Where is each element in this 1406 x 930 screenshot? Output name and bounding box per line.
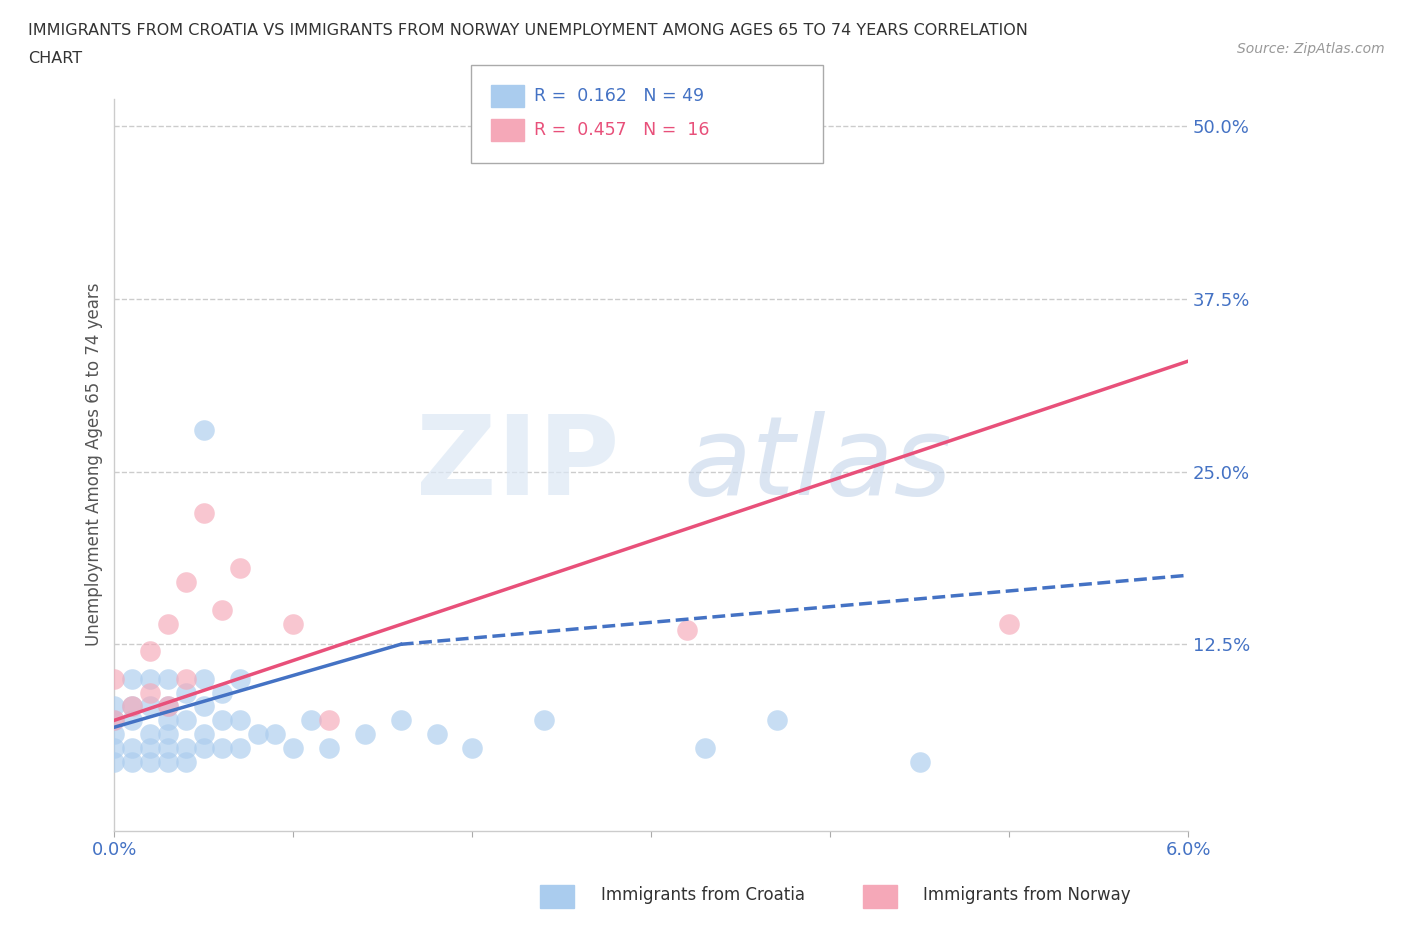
Text: Immigrants from Norway: Immigrants from Norway [922, 885, 1130, 904]
Point [103, 754, 125, 769]
Text: ZIP: ZIP [416, 411, 619, 518]
Point [121, 699, 143, 714]
Point [121, 754, 143, 769]
Point [246, 726, 269, 741]
Point [193, 726, 215, 741]
Text: Source: ZipAtlas.com: Source: ZipAtlas.com [1237, 42, 1385, 56]
Point [425, 726, 447, 741]
Point [461, 740, 484, 755]
Point [228, 671, 250, 686]
Point [121, 699, 143, 714]
Point [121, 740, 143, 755]
Text: Immigrants from Croatia: Immigrants from Croatia [600, 885, 806, 904]
Point [157, 726, 180, 741]
Point [174, 685, 197, 700]
Point [139, 671, 162, 686]
Point [139, 644, 162, 658]
Point [174, 740, 197, 755]
Point [103, 671, 125, 686]
Point [193, 671, 215, 686]
Point [765, 712, 787, 727]
Point [174, 671, 197, 686]
Y-axis label: Unemployment Among Ages 65 to 74 years: Unemployment Among Ages 65 to 74 years [86, 283, 103, 646]
Point [193, 699, 215, 714]
Point [533, 712, 555, 727]
Point [228, 712, 250, 727]
Point [139, 754, 162, 769]
Point [157, 617, 180, 631]
Point [264, 726, 287, 741]
Point [174, 754, 197, 769]
Point [228, 740, 250, 755]
Text: R =  0.457   N =  16: R = 0.457 N = 16 [534, 121, 710, 140]
Point [211, 603, 233, 618]
Point [157, 712, 180, 727]
Point [193, 740, 215, 755]
Point [211, 740, 233, 755]
Point [693, 740, 716, 755]
Point [157, 671, 180, 686]
Point [174, 575, 197, 590]
Point [139, 726, 162, 741]
Point [103, 712, 125, 727]
Point [211, 685, 233, 700]
Point [139, 699, 162, 714]
Point [139, 685, 162, 700]
Point [354, 726, 377, 741]
Point [283, 740, 305, 755]
Point [211, 712, 233, 727]
Point [157, 740, 180, 755]
Text: IMMIGRANTS FROM CROATIA VS IMMIGRANTS FROM NORWAY UNEMPLOYMENT AMONG AGES 65 TO : IMMIGRANTS FROM CROATIA VS IMMIGRANTS FR… [28, 23, 1028, 38]
Point [318, 740, 340, 755]
Point [228, 561, 250, 576]
Point [157, 754, 180, 769]
Text: CHART: CHART [28, 51, 82, 66]
Point [299, 712, 322, 727]
Point [193, 506, 215, 521]
Point [103, 726, 125, 741]
Point [121, 712, 143, 727]
Point [908, 754, 931, 769]
Text: atlas: atlas [683, 411, 952, 518]
Point [103, 740, 125, 755]
Point [193, 423, 215, 438]
Point [157, 699, 180, 714]
Point [998, 617, 1021, 631]
Point [157, 699, 180, 714]
Point [283, 617, 305, 631]
Point [103, 699, 125, 714]
Point [174, 712, 197, 727]
Point [318, 712, 340, 727]
Point [389, 712, 412, 727]
Text: R =  0.162   N = 49: R = 0.162 N = 49 [534, 86, 704, 105]
Point [103, 712, 125, 727]
Point [121, 671, 143, 686]
Point [676, 623, 699, 638]
Point [139, 740, 162, 755]
